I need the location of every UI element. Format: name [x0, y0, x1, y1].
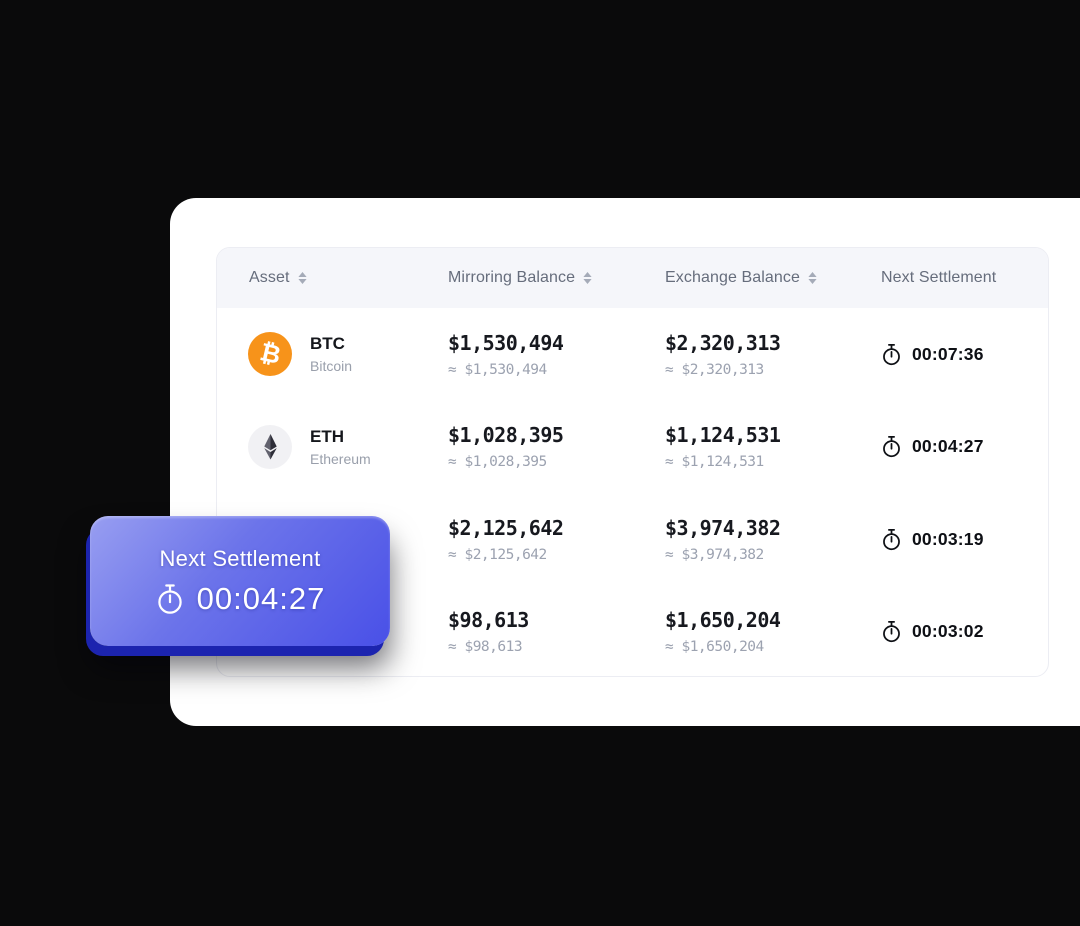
- balance-approx: ≈ $3,974,382: [665, 546, 764, 563]
- settlement-countdown: 00:03:19: [912, 528, 984, 549]
- exchange-balance-cell: $1,124,531 ≈ $1,124,531: [665, 423, 881, 470]
- next-settlement-badge: Next Settlement 00:04:27: [90, 516, 390, 646]
- badge-countdown: 00:04:27: [196, 580, 326, 616]
- balance-value: $98,613: [448, 608, 529, 633]
- stopwatch-icon: [883, 621, 900, 643]
- column-header-label: Asset: [249, 269, 290, 286]
- balance-value: $2,320,313: [665, 330, 781, 355]
- column-header-label: Mirroring Balance: [448, 269, 576, 286]
- stopwatch-icon: [883, 528, 900, 550]
- balance-value: $1,530,494: [448, 330, 564, 355]
- column-header-label: Exchange Balance: [665, 269, 801, 286]
- next-settlement-cell: 00:03:02: [881, 620, 1048, 643]
- column-header-asset[interactable]: Asset: [217, 269, 448, 287]
- balance-approx: ≈ $1,530,494: [448, 361, 547, 378]
- next-settlement-cell: 00:07:36: [881, 343, 1048, 366]
- balance-value: $1,028,395: [448, 423, 564, 448]
- asset-cell: ETH Ethereum: [217, 424, 448, 469]
- settlement-countdown: 00:03:02: [912, 621, 984, 642]
- mirroring-balance-cell: $1,530,494 ≈ $1,530,494: [448, 331, 665, 378]
- column-header-mirroring-balance[interactable]: Mirroring Balance: [448, 269, 665, 287]
- balance-approx: ≈ $2,320,313: [665, 361, 764, 378]
- asset-name: Bitcoin: [310, 358, 353, 375]
- mirroring-balance-cell: $98,613 ≈ $98,613: [448, 608, 665, 655]
- table-header-row: Asset Mirroring Balance Exchange Balance: [217, 248, 1048, 308]
- asset-name: Ethereum: [310, 450, 371, 467]
- balance-approx: ≈ $98,613: [448, 639, 523, 656]
- settlement-countdown: 00:07:36: [912, 343, 984, 364]
- asset-symbol: BTC: [310, 334, 345, 354]
- settlement-countdown: 00:04:27: [912, 436, 984, 457]
- column-header-exchange-balance[interactable]: Exchange Balance: [665, 269, 881, 287]
- asset-symbol: ETH: [310, 426, 344, 446]
- badge-title: Next Settlement: [159, 545, 321, 571]
- column-header-next-settlement: Next Settlement: [881, 269, 1048, 287]
- balances-card: Asset Mirroring Balance Exchange Balance: [170, 198, 1080, 726]
- table-row-btc: ₿ BTC Bitcoin $1,530,494 ≈ $1,530,494 $2…: [217, 308, 1048, 401]
- stopwatch-icon: [157, 583, 182, 614]
- table-row: $98,613 ≈ $98,613 $1,650,204 ≈ $1,650,20…: [217, 586, 1048, 677]
- exchange-balance-cell: $1,650,204 ≈ $1,650,204: [665, 608, 881, 655]
- balance-approx: ≈ $1,650,204: [665, 639, 764, 656]
- table-row-eth: ETH Ethereum $1,028,395 ≈ $1,028,395 $1,…: [217, 401, 1048, 494]
- balance-approx: ≈ $1,028,395: [448, 454, 547, 471]
- next-settlement-cell: 00:03:19: [881, 528, 1048, 551]
- exchange-balance-cell: $2,320,313 ≈ $2,320,313: [665, 331, 881, 378]
- eth-icon: [248, 424, 292, 469]
- mirroring-balance-cell: $1,028,395 ≈ $1,028,395: [448, 423, 665, 470]
- sort-icon[interactable]: [583, 272, 592, 284]
- balance-approx: ≈ $1,124,531: [665, 454, 764, 471]
- column-header-label: Next Settlement: [881, 269, 997, 286]
- asset-cell: ₿ BTC Bitcoin: [217, 332, 448, 377]
- table-row: $2,125,642 ≈ $2,125,642 $3,974,382 ≈ $3,…: [217, 493, 1048, 586]
- next-settlement-cell: 00:04:27: [881, 435, 1048, 458]
- balance-value: $1,124,531: [665, 423, 781, 448]
- btc-icon: ₿: [248, 332, 292, 377]
- balance-value: $2,125,642: [448, 515, 564, 540]
- balance-approx: ≈ $2,125,642: [448, 546, 547, 563]
- sort-icon[interactable]: [808, 272, 817, 284]
- sort-icon[interactable]: [297, 272, 307, 284]
- table-body: ₿ BTC Bitcoin $1,530,494 ≈ $1,530,494 $2…: [217, 308, 1048, 677]
- balance-value: $1,650,204: [665, 608, 781, 633]
- stopwatch-icon: [883, 343, 900, 365]
- mirroring-balance-cell: $2,125,642 ≈ $2,125,642: [448, 516, 665, 563]
- exchange-balance-cell: $3,974,382 ≈ $3,974,382: [665, 516, 881, 563]
- balance-value: $3,974,382: [665, 515, 781, 540]
- stopwatch-icon: [883, 436, 900, 458]
